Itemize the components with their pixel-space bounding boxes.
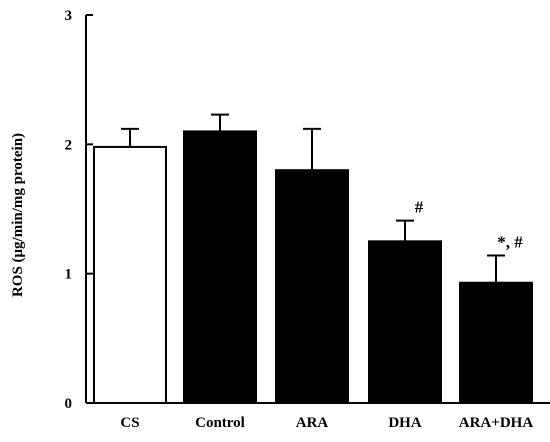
y-ticks-layer: 0 1 2 3	[65, 8, 93, 412]
bar-cs	[93, 145, 167, 404]
x-category-label: ARA	[296, 415, 329, 431]
x-category-label: DHA	[388, 415, 422, 431]
bars-layer	[93, 130, 533, 404]
y-tick-label: 3	[65, 8, 73, 24]
significance-annotation: *, #	[497, 233, 523, 252]
annotations-layer: # *, #	[415, 198, 524, 252]
x-category-label: CS	[120, 415, 139, 431]
x-category-label: ARA+DHA	[459, 415, 534, 431]
significance-annotation: #	[415, 198, 424, 217]
bar-dha	[368, 240, 442, 404]
y-tick-label: 0	[65, 396, 73, 412]
bar-ara	[275, 169, 349, 404]
bar-control	[183, 130, 257, 404]
bar-ara-dha	[459, 281, 533, 404]
error-bars-layer	[121, 113, 505, 283]
y-tick-label: 1	[65, 267, 73, 283]
x-categories-layer: CS Control ARA DHA ARA+DHA	[120, 415, 533, 431]
x-category-label: Control	[195, 415, 245, 431]
y-tick-label: 2	[65, 137, 73, 153]
y-axis-title: ROS (μg/min/mg protein)	[10, 133, 26, 297]
